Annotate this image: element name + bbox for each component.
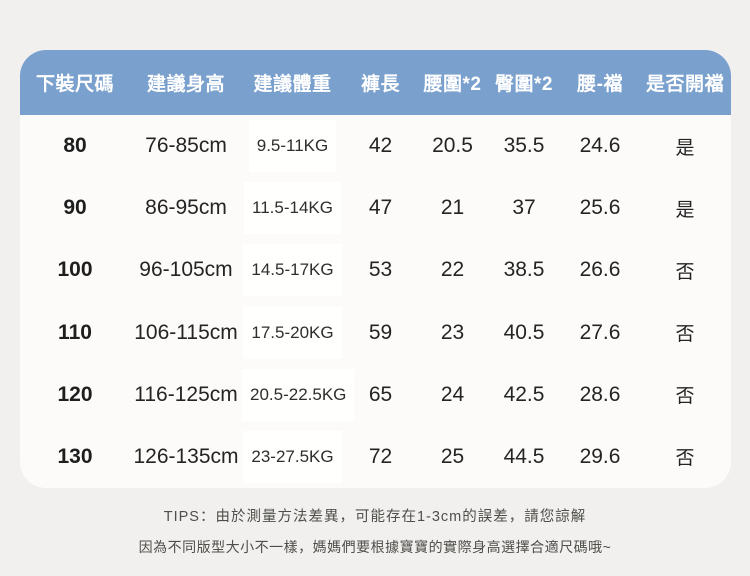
- waist-value: 22: [440, 258, 465, 282]
- table-row: 110 106-115cm 17.5-20KG 59 23 40.5 27.6 …: [20, 301, 731, 363]
- size-value: 110: [58, 320, 92, 344]
- height-value: 76-85cm: [145, 134, 227, 158]
- waist-value: 24: [440, 382, 465, 406]
- size-table-body: 80 76-85cm 9.5-11KG 42 20.5 35.5 24.6 是 …: [20, 115, 731, 488]
- waist-value: 23: [440, 320, 465, 344]
- hip-value: 42.5: [503, 382, 545, 406]
- header-waist: 腰圍*2: [423, 74, 482, 95]
- header-hip: 臀圍*2: [495, 74, 553, 95]
- height-value: 86-95cm: [145, 196, 227, 220]
- open-crotch-value: 否: [675, 386, 695, 408]
- weight-text: 17.5-20KG: [243, 306, 342, 359]
- waist-value: 25: [440, 444, 465, 468]
- tips-footer: TIPS：由於測量方法差異，可能存在1-3cm的誤差，請您諒解 因為不同版型大小…: [0, 505, 750, 557]
- open-crotch-value: 是: [675, 199, 695, 221]
- weight-value: 23-27.5KG: [242, 426, 343, 488]
- weight-text: 9.5-11KG: [248, 120, 337, 173]
- weight-text: 23-27.5KG: [243, 430, 342, 483]
- header-height: 建議身高: [146, 74, 225, 95]
- header-size: 下裝尺碼: [35, 74, 114, 95]
- header-weight: 建議體重: [253, 74, 332, 95]
- size-table-header: 下裝尺碼 建議身高 建議體重 褲長 腰圍*2 臀圍*2 腰-襠 是否開襠: [20, 50, 731, 115]
- hip-value: 37: [512, 196, 536, 220]
- hip-value: 44.5: [503, 444, 545, 468]
- table-row: 120 116-125cm 20.5-22.5KG 65 24 42.5 28.…: [20, 364, 731, 426]
- table-row: 90 86-95cm 11.5-14KG 47 21 37 25.6 是: [20, 177, 731, 239]
- header-row: 下裝尺碼 建議身高 建議體重 褲長 腰圍*2 臀圍*2 腰-襠 是否開襠: [20, 50, 731, 115]
- weight-value: 11.5-14KG: [242, 177, 343, 239]
- size-value: 80: [63, 134, 87, 158]
- pants-length-value: 65: [368, 382, 393, 406]
- open-crotch-value: 否: [675, 324, 695, 346]
- hip-value: 35.5: [503, 134, 545, 158]
- open-crotch-value: 是: [675, 137, 695, 159]
- weight-text: 14.5-17KG: [243, 244, 342, 297]
- waist-crotch-value: 29.6: [579, 444, 621, 468]
- size-value: 120: [57, 382, 93, 406]
- height-value: 126-135cm: [133, 444, 239, 468]
- tips-line-1: TIPS：由於測量方法差異，可能存在1-3cm的誤差，請您諒解: [163, 509, 587, 525]
- height-value: 106-115cm: [134, 320, 238, 344]
- pants-length-value: 72: [368, 444, 393, 468]
- weight-value: 14.5-17KG: [242, 239, 343, 301]
- table-row: 80 76-85cm 9.5-11KG 42 20.5 35.5 24.6 是: [20, 115, 731, 177]
- header-open-crotch: 是否開襠: [645, 74, 724, 95]
- table-row: 130 126-135cm 23-27.5KG 72 25 44.5 29.6 …: [20, 426, 731, 488]
- waist-crotch-value: 25.6: [579, 196, 621, 220]
- table-row: 100 96-105cm 14.5-17KG 53 22 38.5 26.6 否: [20, 239, 731, 301]
- weight-text: 20.5-22.5KG: [242, 368, 355, 421]
- tips-line-2: 因為不同版型大小不一樣，媽媽們要根據寶寶的實際身高選擇合適尺碼哦~: [138, 539, 612, 555]
- waist-crotch-value: 27.6: [579, 320, 621, 344]
- open-crotch-value: 否: [675, 261, 695, 283]
- hip-value: 40.5: [503, 320, 545, 344]
- open-crotch-value: 否: [675, 448, 695, 470]
- pants-length-value: 47: [368, 196, 393, 220]
- size-chart-card: 下裝尺碼 建議身高 建議體重 褲長 腰圍*2 臀圍*2 腰-襠 是否開襠 80 …: [20, 50, 731, 488]
- size-value: 100: [57, 258, 93, 282]
- waist-value: 20.5: [432, 134, 473, 158]
- height-value: 116-125cm: [134, 382, 238, 406]
- waist-value: 21: [440, 196, 465, 220]
- weight-value: 17.5-20KG: [242, 301, 343, 363]
- pants-length-value: 59: [368, 320, 393, 344]
- pants-length-value: 53: [368, 258, 393, 282]
- hip-value: 38.5: [503, 258, 545, 282]
- weight-value: 20.5-22.5KG: [242, 364, 355, 426]
- header-waist-crotch: 腰-襠: [577, 74, 623, 95]
- height-value: 96-105cm: [139, 258, 233, 282]
- weight-text: 11.5-14KG: [244, 182, 341, 235]
- size-table: 下裝尺碼 建議身高 建議體重 褲長 腰圍*2 臀圍*2 腰-襠 是否開襠 80 …: [20, 50, 731, 488]
- size-value: 130: [57, 444, 93, 468]
- waist-crotch-value: 28.6: [579, 382, 621, 406]
- header-pants-length: 褲長: [360, 74, 400, 95]
- size-value: 90: [63, 196, 87, 220]
- weight-value: 9.5-11KG: [242, 115, 343, 177]
- pants-length-value: 42: [368, 134, 393, 158]
- waist-crotch-value: 26.6: [579, 258, 621, 282]
- waist-crotch-value: 24.6: [579, 134, 621, 158]
